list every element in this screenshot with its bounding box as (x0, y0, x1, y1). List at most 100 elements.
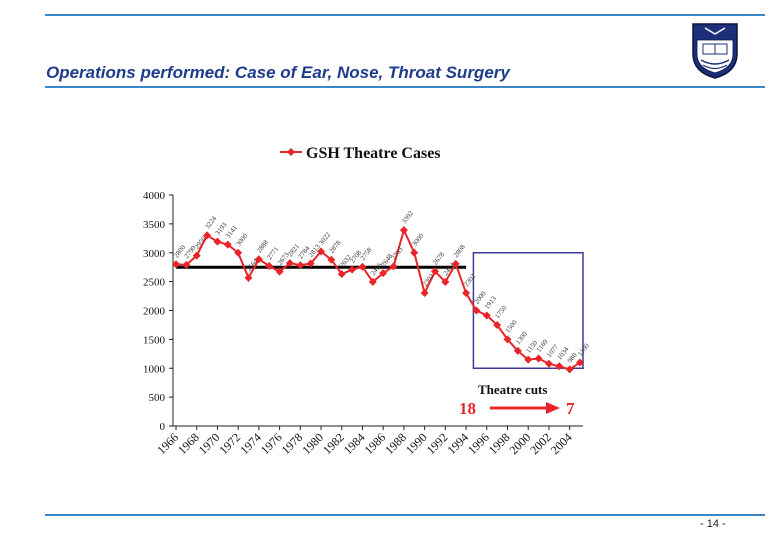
x-tick-label: 1994 (444, 430, 471, 457)
data-label: 1100 (576, 342, 591, 358)
data-point (244, 273, 253, 282)
x-tick-label: 1974 (237, 430, 264, 457)
data-point (441, 277, 450, 286)
title-underline (45, 86, 765, 88)
legend-marker (287, 148, 295, 156)
data-label: 3000 (411, 232, 426, 248)
data-point (451, 259, 460, 268)
data-point (493, 320, 502, 329)
data-label: 3392 (400, 209, 415, 225)
x-tick-label: 1984 (341, 430, 368, 457)
data-point (192, 251, 201, 260)
data-point (223, 240, 232, 249)
footer-rule (45, 514, 765, 516)
data-point (213, 237, 222, 246)
legend: GSH Theatre Cases (280, 145, 441, 162)
x-tick-label: 1988 (382, 430, 409, 457)
slide-title: Operations performed: Case of Ear, Nose,… (46, 63, 510, 82)
data-label: 2878 (328, 239, 343, 255)
y-tick-label: 4000 (143, 190, 166, 202)
data-point (348, 265, 357, 274)
data-point (182, 260, 191, 269)
y-tick-label: 500 (149, 392, 166, 404)
data-point (172, 260, 180, 269)
y-tick-label: 2000 (143, 306, 166, 318)
from-value: 18 (459, 399, 476, 418)
x-tick-label: 2000 (506, 430, 533, 457)
x-tick-label: 1990 (403, 430, 430, 457)
data-label: 3022 (317, 230, 332, 246)
data-point (254, 255, 263, 264)
data-label: 2763 (390, 245, 405, 261)
page-number: - 14 - (700, 518, 726, 530)
x-tick-label: 1980 (299, 430, 326, 457)
x-tick-label: 1996 (465, 430, 492, 457)
data-label: 1300 (514, 330, 529, 346)
data-point (327, 255, 336, 264)
x-tick-label: 1982 (320, 430, 347, 457)
data-label: 2302 (462, 272, 477, 288)
data-point (234, 248, 243, 257)
data-point (275, 267, 284, 276)
y-tick-label: 3000 (143, 248, 166, 260)
data-point (524, 355, 533, 364)
data-point (430, 267, 439, 276)
data-point (337, 270, 346, 279)
data-point (358, 262, 367, 271)
data-label: 1500 (504, 318, 519, 334)
y-tick-label: 1000 (143, 363, 166, 375)
data-label: 2758 (359, 246, 374, 262)
data-point (306, 259, 315, 268)
data-label: 1750 (493, 304, 508, 320)
data-point (265, 261, 274, 270)
data-point (368, 277, 377, 286)
x-tick-label: 2004 (548, 430, 575, 457)
data-label: 2808 (452, 243, 467, 259)
x-tick-label: 1972 (216, 430, 243, 457)
data-point (482, 311, 491, 320)
y-tick-label: 1500 (143, 334, 166, 346)
data-point (379, 269, 388, 278)
x-tick-label: 1992 (424, 430, 451, 457)
x-tick-label: 1986 (361, 430, 388, 457)
series-layer: 2800279029503224319331413000256428882771… (172, 209, 591, 374)
data-point (203, 231, 212, 240)
data-label: 3000 (234, 232, 249, 248)
data-point (565, 365, 574, 374)
data-point (389, 262, 398, 271)
theatre-cuts-annotation: Theatre cuts 18 7 (459, 382, 575, 418)
x-tick-label: 1968 (175, 430, 202, 457)
chart-title: GSH Theatre Cases (306, 145, 441, 162)
x-tick-label: 1976 (258, 430, 285, 457)
data-point (410, 248, 419, 257)
university-crest-icon (692, 23, 738, 79)
data-point (420, 289, 429, 298)
x-tick-label: 1970 (196, 430, 223, 457)
series-line (175, 227, 581, 371)
data-point (296, 261, 305, 270)
x-tick-label: 1978 (279, 430, 306, 457)
data-point (534, 354, 543, 363)
y-tick-label: 0 (160, 421, 166, 433)
x-tick-label: 1998 (486, 430, 513, 457)
y-tick-label: 3500 (143, 219, 166, 231)
data-point (576, 358, 584, 367)
data-point (462, 289, 471, 298)
data-point (317, 247, 326, 256)
data-point (544, 359, 553, 368)
x-tick-label: 2002 (527, 430, 554, 457)
data-point (555, 362, 564, 371)
box-label: Theatre cuts (478, 382, 547, 397)
y-tick-label: 2500 (143, 277, 166, 289)
x-tick-label: 1966 (154, 430, 181, 457)
cuts-arrow-head (546, 402, 560, 414)
data-point (472, 306, 481, 315)
data-point (503, 335, 512, 344)
top-rule (45, 14, 765, 16)
data-point (285, 259, 294, 268)
data-point (399, 226, 408, 235)
data-label: 2678 (431, 250, 446, 266)
to-value: 7 (566, 399, 575, 418)
data-point (513, 346, 522, 355)
